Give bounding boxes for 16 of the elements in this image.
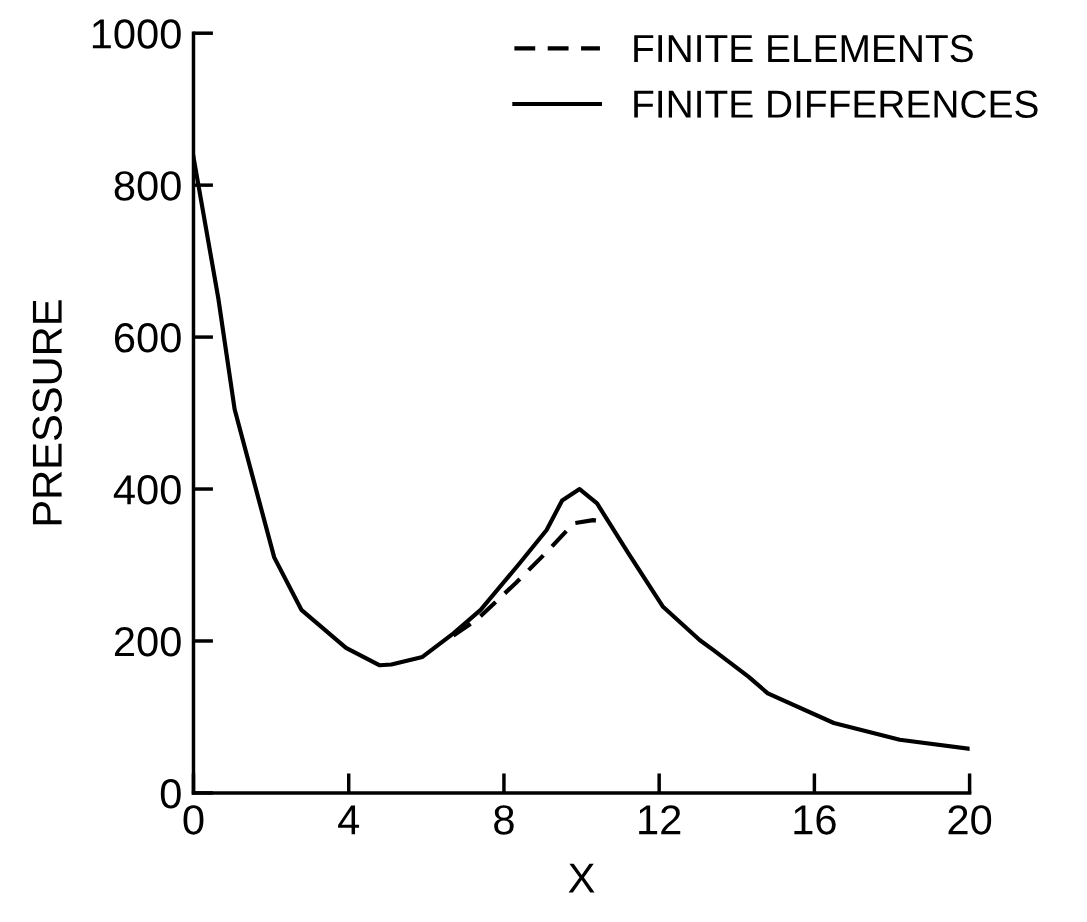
y-tick-label: 400 xyxy=(113,475,181,505)
x-tick-label: 0 xyxy=(183,805,204,835)
legend-label: FINITE ELEMENTS xyxy=(634,34,973,63)
y-axis-title: PRESSURE xyxy=(32,300,63,525)
y-tick-label: 600 xyxy=(114,323,181,353)
legend-label: FINITE DIFFERENCES xyxy=(634,90,1038,118)
x-tick-label: 16 xyxy=(794,805,836,835)
x-axis-title: X xyxy=(568,863,595,893)
y-tick-label: 800 xyxy=(114,171,181,201)
x-tick-label: 8 xyxy=(494,805,514,835)
x-tick-label: 4 xyxy=(338,805,360,835)
y-tick-label: 200 xyxy=(114,626,181,657)
x-tick-label: 12 xyxy=(639,805,681,835)
y-tick-label: 1000 xyxy=(92,19,181,49)
y-tick-label: 0 xyxy=(160,778,181,809)
x-tick-label: 20 xyxy=(948,805,992,835)
